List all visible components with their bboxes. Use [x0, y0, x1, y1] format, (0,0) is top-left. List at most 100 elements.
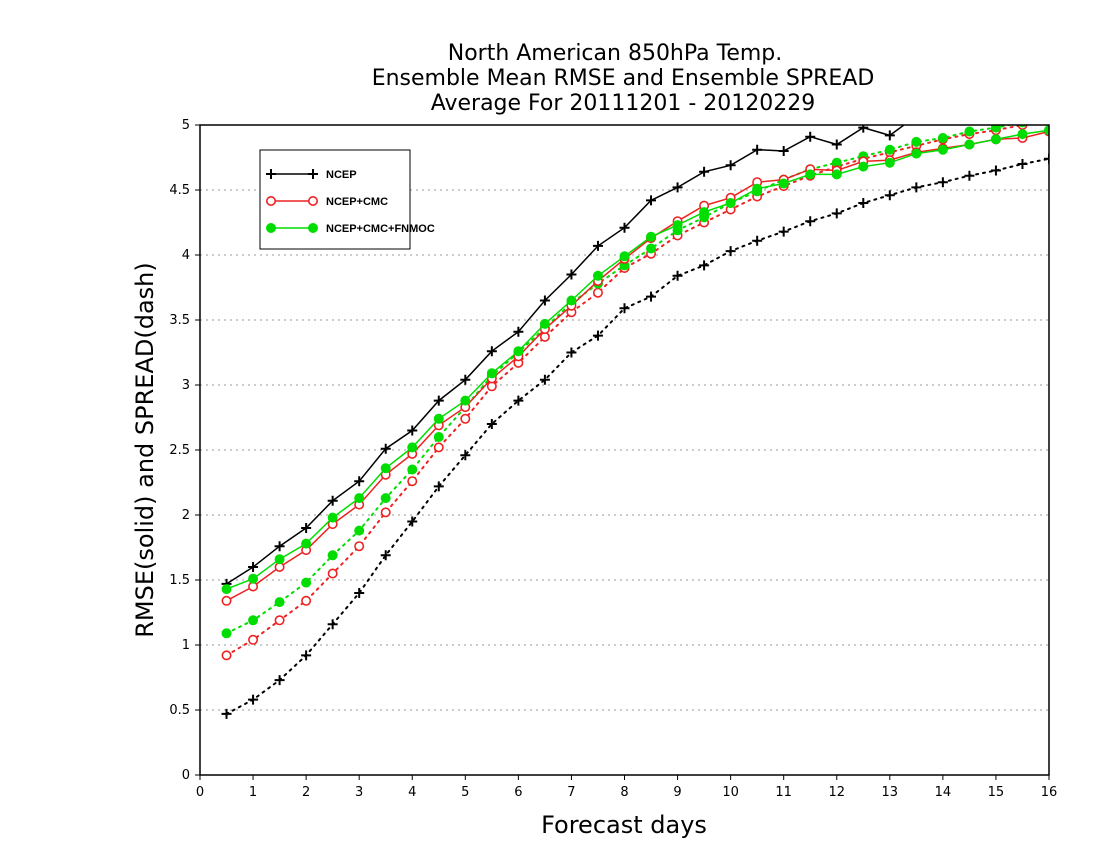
- series-2-rmse-point: [1044, 125, 1049, 136]
- series-0-rmse-point: [274, 541, 285, 552]
- series-2-spread-point: [884, 144, 895, 155]
- series-2-rmse-point: [964, 139, 975, 150]
- series-2-rmse-point: [354, 493, 365, 504]
- series-2-spread-point: [301, 577, 312, 588]
- series-0-spread-point: [407, 516, 418, 527]
- legend-marker: [265, 196, 276, 207]
- series-0-spread-point: [486, 419, 497, 429]
- series-1-spread-point: [301, 595, 312, 606]
- series-0-rmse-line: [226, 125, 906, 585]
- legend-marker: [307, 196, 318, 207]
- series-0-spread-point: [539, 374, 550, 385]
- series-2-rmse-point: [513, 346, 524, 357]
- series-2-spread-point: [433, 432, 444, 442]
- legend-marker: [308, 169, 318, 179]
- series-2-rmse-point: [805, 169, 816, 180]
- y-tick-label: 0.5: [169, 703, 190, 718]
- series-0-spread-point: [592, 330, 603, 341]
- series-layer: [221, 89, 1054, 719]
- series-0-rmse-point: [380, 443, 391, 454]
- x-tick-label: 8: [620, 785, 628, 800]
- series-0-rmse-point: [991, 89, 1001, 99]
- series-2-rmse-point: [566, 295, 577, 306]
- legend: NCEP NCEP+CMC NCEP+CMC+FNMOC: [259, 149, 435, 250]
- series-1-spread-point: [460, 413, 471, 424]
- series-1-rmse-point: [221, 595, 232, 606]
- series-0-spread-point: [778, 226, 789, 237]
- series-0-spread-point: [831, 208, 842, 219]
- chart-title-line-3: Average For 20111201 - 20120229: [431, 91, 816, 116]
- series-0-rmse-point: [858, 125, 869, 133]
- series-0-spread-point: [433, 481, 444, 492]
- x-tick-label: 13: [882, 785, 899, 800]
- x-tick-label: 3: [355, 785, 363, 800]
- x-tick-label: 0: [196, 785, 204, 800]
- legend-marker: [266, 223, 276, 233]
- series-2-rmse-point: [752, 183, 763, 194]
- series-2-rmse-point: [433, 413, 444, 424]
- series-0-spread-point: [513, 395, 524, 406]
- series-2-rmse-point: [539, 318, 550, 329]
- legend-marker: [308, 223, 318, 233]
- series-0-spread-point: [725, 246, 736, 257]
- x-tick-label: 6: [514, 785, 522, 800]
- series-1-spread-point: [433, 442, 444, 453]
- series-0-rmse-point: [433, 395, 444, 406]
- series-2-spread-point: [990, 125, 1001, 133]
- x-tick-label: 9: [673, 785, 681, 800]
- series-2-spread-point: [407, 464, 418, 475]
- chart-title-line-1: North American 850hPa Temp.: [448, 41, 783, 66]
- plot-frame: [199, 124, 1050, 776]
- series-2-spread-point: [274, 597, 285, 608]
- series-0-rmse-point: [752, 144, 763, 155]
- legend-marker: [266, 169, 276, 179]
- series-2-spread-point: [1045, 114, 1054, 123]
- series-2-rmse-point: [407, 442, 418, 453]
- series-0-spread-point: [752, 235, 763, 246]
- series-1-spread-point: [592, 287, 603, 298]
- series-2-rmse-point: [884, 157, 895, 168]
- series-0-rmse-point: [407, 425, 418, 436]
- series-0-rmse-point: [778, 146, 789, 156]
- series-2-rmse-point: [646, 231, 657, 242]
- x-tick-label: 4: [408, 785, 416, 800]
- series-2-spread-point: [964, 126, 975, 137]
- x-tick-label: 14: [935, 785, 952, 800]
- x-tick-label: 10: [722, 785, 739, 800]
- series-0-rmse-point: [646, 195, 657, 206]
- series-0-rmse-point: [513, 326, 524, 337]
- x-tick-label: 5: [461, 785, 469, 800]
- series-2-spread-point: [354, 525, 365, 536]
- series-0-rmse-point: [592, 240, 603, 251]
- series-2-rmse-point: [1017, 129, 1028, 140]
- x-tick-label: 11: [775, 785, 792, 800]
- x-tick-label: 15: [988, 785, 1005, 800]
- series-2-rmse-point: [619, 251, 630, 262]
- series-0-rmse-point: [619, 222, 630, 233]
- series-0-spread-point: [619, 303, 630, 314]
- series-1-spread-point: [380, 507, 391, 518]
- series-0-spread-point: [858, 198, 869, 208]
- series-0-spread-point: [990, 165, 1001, 176]
- series-2-spread-point: [937, 133, 948, 143]
- series-0-rmse-point: [725, 160, 736, 171]
- series-0-rmse-point: [248, 562, 259, 572]
- x-tick-label: 7: [567, 785, 575, 800]
- series-0-spread-point: [566, 347, 577, 358]
- y-tick-label: 4: [182, 248, 190, 263]
- series-0-rmse-point: [566, 269, 577, 280]
- legend-box: [259, 149, 411, 250]
- series-0-rmse-point: [964, 95, 974, 105]
- series-0-spread-point: [646, 291, 657, 302]
- series-1-spread-point: [354, 541, 365, 552]
- series-2-rmse-point: [248, 573, 259, 584]
- series-2-rmse-point: [937, 144, 948, 155]
- series-2-spread-point: [327, 550, 338, 561]
- legend-label: NCEP: [326, 169, 357, 181]
- series-2-rmse-point: [831, 169, 842, 180]
- series-0-rmse-point: [327, 495, 338, 506]
- series-2-spread-point: [646, 243, 657, 254]
- series-0-rmse-point: [831, 139, 842, 150]
- series-2-rmse-point: [380, 463, 391, 474]
